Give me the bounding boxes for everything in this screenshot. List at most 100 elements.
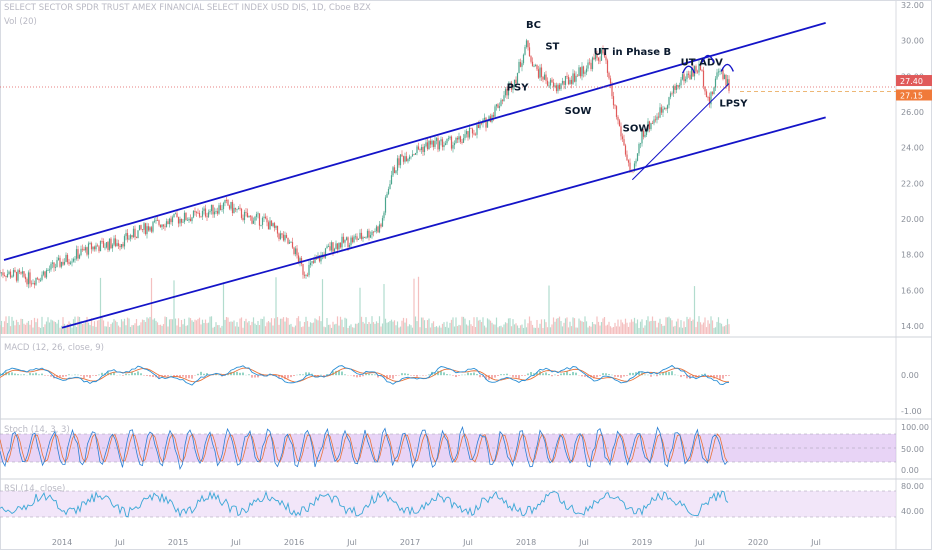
price-candle-body bbox=[54, 267, 57, 268]
price-candle-body bbox=[678, 85, 681, 87]
price-candle-body bbox=[534, 65, 537, 67]
volume-bar bbox=[639, 321, 642, 334]
macd-histogram-bar bbox=[632, 372, 634, 376]
macd-histogram-bar bbox=[140, 373, 142, 376]
price-candle-body bbox=[674, 86, 676, 90]
price-candle-body bbox=[186, 220, 189, 221]
macd-histogram-bar bbox=[341, 371, 343, 376]
volume-bar bbox=[566, 317, 568, 334]
macd-histogram-bar bbox=[719, 375, 721, 380]
price-candle-body bbox=[404, 156, 406, 162]
price-candle-body bbox=[390, 175, 393, 185]
price-candle-body bbox=[126, 233, 129, 240]
price-candle-body bbox=[278, 233, 280, 240]
price-candle-body bbox=[533, 66, 535, 67]
volume-bar bbox=[383, 284, 385, 334]
price-candle-body bbox=[35, 277, 37, 285]
price-tag-label: 27.40 bbox=[900, 77, 923, 86]
price-candle-body bbox=[132, 228, 135, 238]
price-candle-body bbox=[363, 237, 366, 238]
volume-bar bbox=[152, 319, 154, 334]
volume-bar bbox=[39, 327, 42, 334]
macd-histogram-bar bbox=[95, 375, 97, 376]
annotation: PSY bbox=[507, 83, 530, 94]
volume-bar bbox=[716, 321, 718, 334]
macd-histogram-bar bbox=[593, 375, 595, 379]
volume-bar bbox=[411, 327, 414, 334]
time-tick-label: Jul bbox=[462, 538, 473, 547]
price-candle-body bbox=[513, 79, 516, 88]
price-candle-body bbox=[531, 61, 534, 67]
macd-histogram-bar bbox=[410, 375, 412, 376]
volume-bar bbox=[336, 316, 339, 334]
stoch-panel-label: Stoch (14, 3, 3) bbox=[4, 425, 70, 435]
price-candle-body bbox=[369, 235, 372, 238]
price-candle-body bbox=[617, 116, 619, 121]
price-candle-body bbox=[357, 238, 360, 240]
macd-histogram-bar bbox=[476, 374, 478, 376]
macd-histogram-bar bbox=[239, 372, 241, 376]
macd-histogram-bar bbox=[683, 375, 685, 377]
price-candle-body bbox=[345, 237, 348, 240]
volume-bar bbox=[584, 316, 586, 334]
price-candle-body bbox=[624, 145, 627, 155]
volume-bar bbox=[270, 318, 273, 334]
volume-bar bbox=[171, 319, 174, 334]
volume-bar bbox=[699, 322, 702, 334]
volume-bar bbox=[521, 324, 523, 334]
volume-bar bbox=[116, 322, 118, 334]
volume-bar bbox=[518, 327, 520, 334]
price-candle-body bbox=[252, 220, 255, 224]
volume-bar bbox=[585, 321, 588, 334]
price-candle-body bbox=[386, 193, 388, 198]
volume-bar bbox=[3, 321, 6, 334]
volume-bar bbox=[647, 316, 649, 334]
volume-bar bbox=[384, 318, 387, 334]
macd-histogram-bar bbox=[608, 374, 610, 376]
volume-bar bbox=[539, 323, 541, 334]
price-candle-body bbox=[483, 117, 486, 120]
macd-histogram-bar bbox=[560, 373, 562, 376]
price-candle-body bbox=[320, 255, 322, 262]
volume-bar bbox=[437, 327, 439, 334]
price-candle-body bbox=[668, 97, 670, 106]
volume-bar bbox=[713, 327, 715, 334]
volume-bar bbox=[201, 319, 204, 334]
price-candle-body bbox=[258, 213, 261, 226]
volume-bar bbox=[704, 317, 706, 334]
volume-bar bbox=[80, 320, 82, 334]
macd-histogram-bar bbox=[293, 375, 295, 377]
time-tick-label: Jul bbox=[346, 538, 357, 547]
price-candle-body bbox=[584, 72, 586, 74]
volume-bar bbox=[588, 325, 591, 334]
price-candle-body bbox=[122, 244, 124, 247]
price-candle-body bbox=[222, 202, 225, 210]
volume-bar bbox=[89, 325, 91, 334]
price-candle-body bbox=[492, 115, 495, 117]
volume-bar bbox=[386, 322, 388, 334]
price-candle-body bbox=[78, 255, 81, 259]
volume-bar bbox=[414, 316, 417, 334]
rsi-panel-label: RSI (14, close) bbox=[4, 484, 66, 494]
price-candle-body bbox=[92, 246, 94, 250]
price-candle-body bbox=[596, 54, 598, 58]
price-candle-body bbox=[675, 85, 678, 90]
price-candle-body bbox=[432, 140, 435, 147]
price-candle-body bbox=[684, 79, 687, 82]
price-candle-body bbox=[354, 236, 357, 238]
volume-bar bbox=[204, 319, 207, 334]
volume-bar bbox=[540, 319, 543, 334]
volume-bar bbox=[422, 317, 424, 334]
volume-bar bbox=[32, 327, 34, 334]
volume-bar bbox=[318, 316, 321, 334]
volume-bar bbox=[468, 320, 471, 334]
price-candle-body bbox=[81, 248, 84, 250]
price-tag bbox=[896, 89, 932, 101]
price-candle-body bbox=[669, 93, 672, 98]
macd-histogram-bar bbox=[146, 375, 148, 376]
price-candle-body bbox=[447, 138, 450, 140]
macd-histogram-bar bbox=[407, 373, 409, 376]
macd-histogram-bar bbox=[551, 375, 553, 377]
price-candle-body bbox=[48, 269, 51, 271]
price-candle-body bbox=[51, 262, 54, 264]
